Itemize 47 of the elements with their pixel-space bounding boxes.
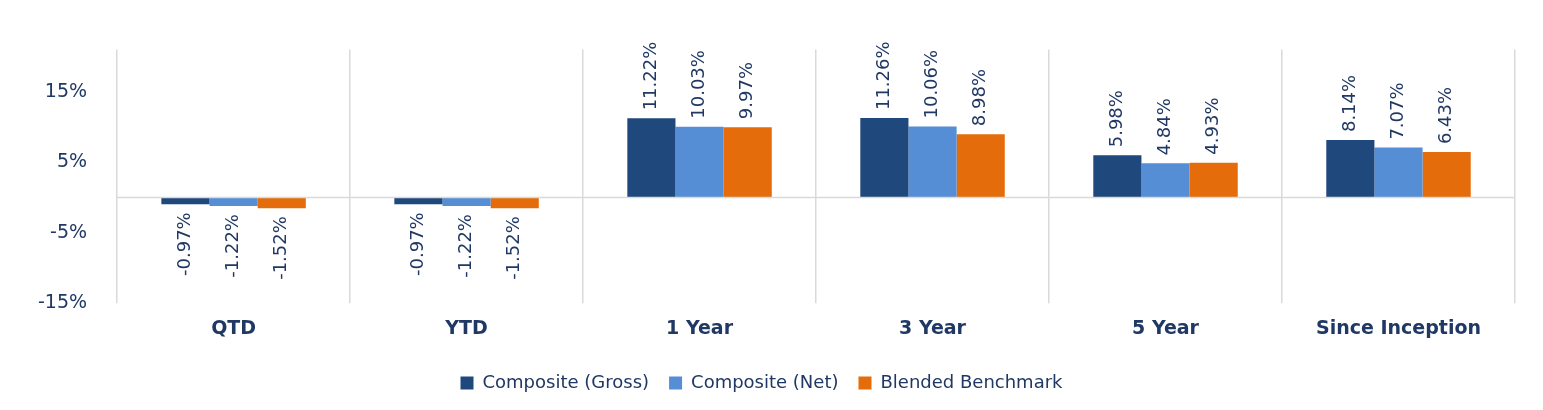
data-label: -0.97% [173, 212, 195, 276]
y-tick-label: -15% [37, 290, 88, 313]
x-tick-label: 5 Year [1132, 315, 1200, 338]
data-label: -1.22% [454, 214, 476, 278]
bar [1326, 140, 1375, 198]
bar [908, 126, 957, 198]
x-tick-label: QTD [211, 315, 257, 338]
data-label: 10.03% [687, 50, 709, 119]
data-label: 11.22% [639, 41, 661, 111]
bar [1141, 163, 1190, 198]
data-label: 7.07% [1386, 82, 1408, 140]
x-tick-label: 3 Year [899, 315, 967, 338]
bar [675, 126, 724, 198]
legend-label: Composite (Gross) [482, 370, 650, 392]
data-label: 11.26% [872, 41, 894, 111]
bar [956, 134, 1005, 198]
bar [1422, 152, 1471, 198]
bar [1374, 147, 1423, 198]
bar [723, 127, 772, 198]
data-label: 10.06% [920, 49, 942, 119]
data-label: 8.98% [968, 68, 990, 127]
data-label: -1.52% [502, 216, 524, 280]
bar [209, 197, 258, 207]
y-tick-label: 5% [56, 149, 88, 172]
bar [1189, 162, 1238, 198]
data-label: 4.93% [1201, 97, 1223, 155]
bar [257, 197, 306, 209]
data-label: 8.14% [1338, 74, 1360, 133]
x-tick-label: YTD [444, 315, 488, 338]
data-label: 9.97% [735, 61, 757, 120]
legend-label: Blended Benchmark [880, 370, 1064, 392]
y-tick-label: -5% [50, 219, 88, 242]
bar [442, 197, 491, 207]
data-label: 4.84% [1153, 98, 1175, 156]
data-label: 6.43% [1434, 86, 1456, 145]
data-label: 5.98% [1105, 90, 1127, 148]
data-label: -1.22% [221, 214, 243, 278]
bar [860, 118, 909, 198]
bar [490, 197, 539, 209]
y-tick-label: 15% [44, 78, 88, 101]
data-label: -0.97% [406, 212, 428, 276]
data-label: -1.52% [269, 216, 291, 280]
bar [1093, 155, 1142, 198]
bar [627, 118, 676, 198]
x-tick-label: Since Inception [1316, 315, 1482, 338]
x-tick-label: 1 Year [666, 315, 734, 338]
legend-label: Composite (Net) [691, 370, 839, 392]
